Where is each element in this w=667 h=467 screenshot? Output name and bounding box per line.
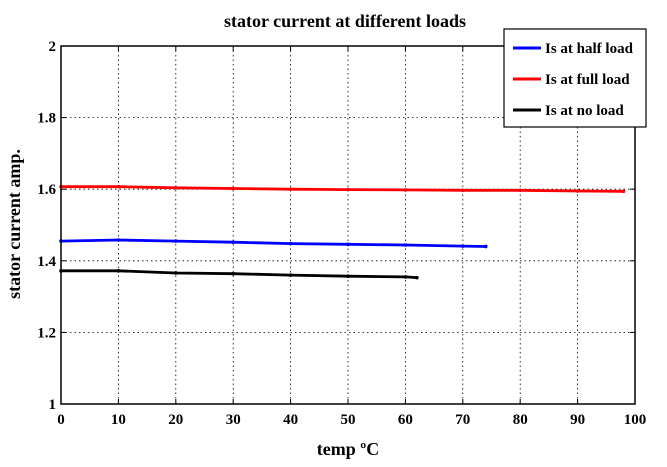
chart-title: stator current at different loads [224, 11, 466, 31]
data-point [621, 189, 626, 194]
y-tick-label: 1.2 [37, 325, 56, 341]
data-point [231, 240, 235, 244]
y-axis-label: stator current amp. [4, 149, 24, 299]
x-tick-label: 80 [513, 412, 528, 428]
data-point [403, 188, 408, 192]
y-tick-label: 2 [49, 39, 57, 55]
x-tick-label: 20 [168, 412, 183, 428]
x-tick-label: 40 [283, 412, 298, 428]
data-point [288, 187, 293, 191]
y-tick-label: 1 [49, 397, 57, 413]
data-point [483, 244, 488, 249]
data-point [346, 187, 350, 192]
data-point [116, 238, 121, 242]
data-point [346, 242, 350, 247]
data-point [116, 184, 121, 189]
legend: Is at half load Is at full load Is at no l… [503, 28, 647, 128]
data-point [403, 243, 408, 247]
x-tick-label: 30 [226, 412, 241, 428]
series-line-1 [60, 238, 486, 248]
x-tick-label: 10 [111, 412, 126, 428]
data-point [288, 241, 293, 246]
x-tick-label: 100 [624, 412, 647, 428]
data-point [461, 244, 465, 248]
x-tick-label: 50 [341, 412, 356, 428]
data-point [575, 189, 580, 193]
x-tick-label: 90 [570, 412, 585, 428]
data-point [403, 275, 408, 279]
series-layer [59, 184, 626, 280]
data-point [174, 271, 178, 275]
data-point [231, 271, 235, 276]
data-point [518, 188, 522, 193]
y-tick-label: 1.6 [37, 182, 56, 198]
x-axis-label: temp ºC [317, 439, 379, 459]
legend-label: Is at full load [545, 72, 630, 88]
data-point [415, 275, 419, 280]
x-tick-label: 70 [455, 412, 470, 428]
data-point [461, 188, 465, 193]
data-point [231, 186, 235, 191]
x-tick-label: 0 [57, 412, 65, 428]
x-tick-label: 60 [398, 412, 413, 428]
series-line-3 [61, 269, 417, 279]
data-point [288, 273, 293, 277]
y-tick-label: 1.4 [37, 254, 56, 270]
legend-label: Is at no load [545, 103, 624, 119]
y-tick-label: 1.8 [37, 111, 56, 127]
data-point [116, 269, 121, 273]
data-point [174, 185, 178, 190]
data-point [346, 274, 350, 278]
ticks: 0 10 20 30 40 50 60 70 80 90 100 1 1.2 1.4 1.6 1.8 2 [37, 39, 646, 428]
data-point [174, 239, 178, 243]
legend-label: Is at half load [545, 41, 634, 57]
